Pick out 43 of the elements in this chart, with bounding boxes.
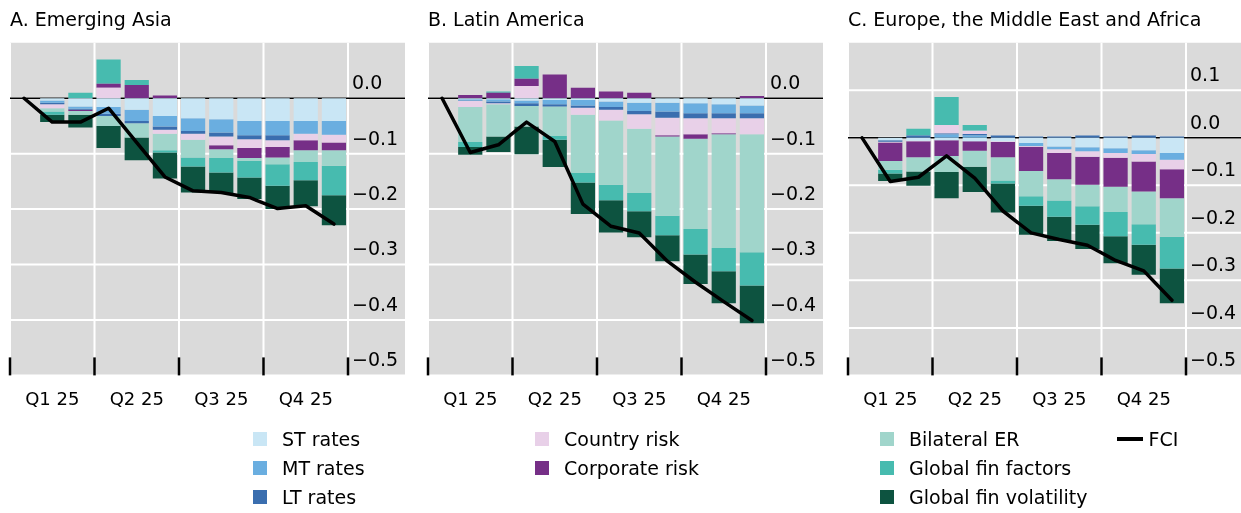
y-tick-label: −0.2 bbox=[1190, 205, 1237, 228]
y-tick-label: −0.3 bbox=[1190, 253, 1237, 276]
y-tick-label: −0.1 bbox=[1190, 158, 1237, 181]
legend-label: Country risk bbox=[564, 427, 680, 450]
y-tick-label: 0.0 bbox=[770, 71, 801, 94]
y-tick-label: −0.1 bbox=[770, 126, 817, 149]
x-tick-label: Q4 25 bbox=[1116, 387, 1171, 409]
y-tick-label: −0.5 bbox=[770, 348, 817, 371]
legend-label: Global fin factors bbox=[909, 456, 1072, 479]
legend-label: Global fin volatility bbox=[909, 485, 1088, 508]
chart-title: A. Emerging Asia bbox=[10, 8, 172, 31]
y-tick-label: −0.5 bbox=[1190, 348, 1237, 371]
x-tick-label: Q2 25 bbox=[109, 387, 164, 409]
y-tick-label: −0.3 bbox=[352, 237, 399, 260]
x-tick-label: Q3 25 bbox=[194, 387, 249, 409]
y-tick-label: −0.5 bbox=[352, 348, 399, 371]
y-tick-label: −0.2 bbox=[770, 182, 817, 205]
y-tick-label: −0.2 bbox=[352, 182, 399, 205]
y-tick-label: −0.4 bbox=[770, 292, 817, 315]
y-tick-label: −0.1 bbox=[352, 126, 399, 149]
x-tick-label: Q1 25 bbox=[443, 387, 498, 409]
legend-label: LT rates bbox=[282, 485, 357, 508]
legend-label: FCI bbox=[1148, 427, 1179, 450]
x-tick-label: Q1 25 bbox=[863, 387, 918, 409]
legend-label: MT rates bbox=[282, 456, 365, 479]
y-tick-label: −0.4 bbox=[352, 292, 399, 315]
y-tick-label: 0.0 bbox=[352, 71, 383, 94]
x-tick-label: Q3 25 bbox=[1032, 387, 1087, 409]
y-tick-label: −0.3 bbox=[770, 237, 817, 260]
y-tick-label: 0.0 bbox=[1190, 110, 1221, 133]
x-tick-label: Q3 25 bbox=[612, 387, 667, 409]
legend-label: ST rates bbox=[282, 427, 361, 450]
chart-title: C. Europe, the Middle East and Africa bbox=[848, 8, 1202, 31]
x-tick-label: Q2 25 bbox=[527, 387, 582, 409]
x-tick-label: Q1 25 bbox=[25, 387, 80, 409]
y-tick-label: −0.4 bbox=[1190, 300, 1237, 323]
legend-label: Bilateral ER bbox=[909, 427, 1020, 450]
chart-title: B. Latin America bbox=[428, 8, 585, 31]
y-tick-label: 0.1 bbox=[1190, 63, 1221, 86]
x-tick-label: Q4 25 bbox=[696, 387, 751, 409]
x-tick-label: Q4 25 bbox=[278, 387, 333, 409]
x-tick-label: Q2 25 bbox=[947, 387, 1002, 409]
legend-label: Corporate risk bbox=[564, 456, 700, 479]
